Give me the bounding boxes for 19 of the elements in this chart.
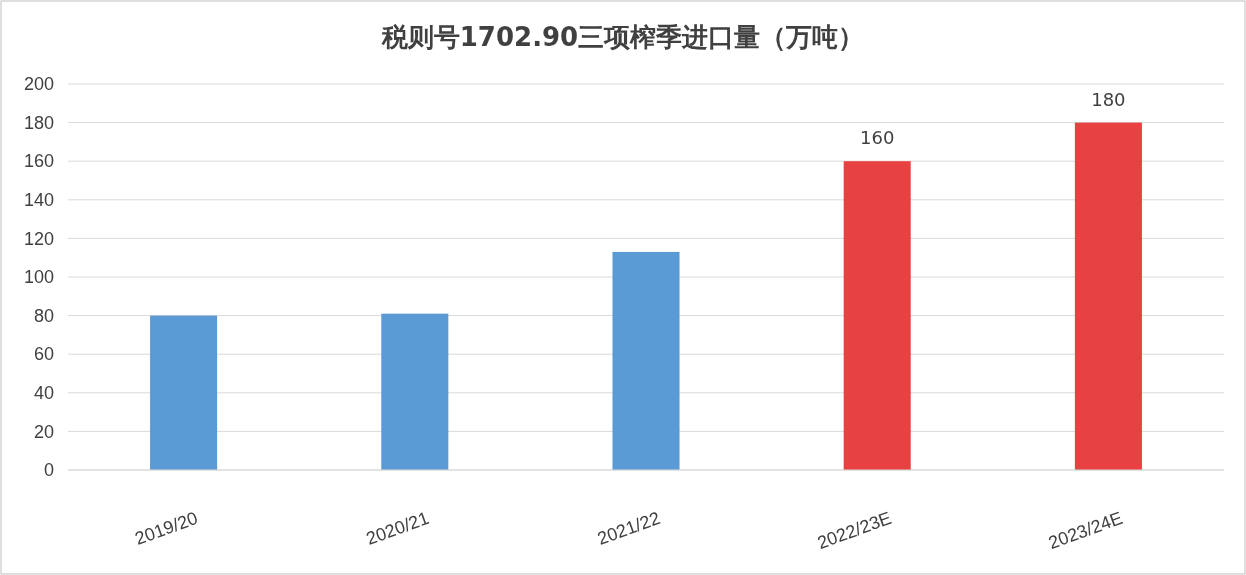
y-tick-label: 20 <box>33 421 54 442</box>
y-tick-label: 100 <box>23 267 54 288</box>
bar <box>150 315 218 470</box>
data-label: 160 <box>860 127 895 149</box>
y-tick-label: 200 <box>23 74 54 95</box>
y-tick-label: 0 <box>43 460 54 481</box>
y-tick-label: 120 <box>23 228 54 249</box>
y-tick-label: 60 <box>33 344 54 365</box>
y-tick-label: 80 <box>33 305 54 326</box>
y-tick-label: 180 <box>23 112 54 133</box>
chart-title: 税则号1702.90三项榨季进口量（万吨） <box>380 22 865 52</box>
bar <box>1074 122 1142 470</box>
y-tick-label: 160 <box>23 151 54 172</box>
y-tick-label: 140 <box>23 190 54 211</box>
data-label: 180 <box>1091 88 1126 110</box>
y-tick-label: 40 <box>33 383 54 404</box>
bar <box>843 161 911 470</box>
bar <box>612 251 680 470</box>
bar <box>381 313 449 470</box>
